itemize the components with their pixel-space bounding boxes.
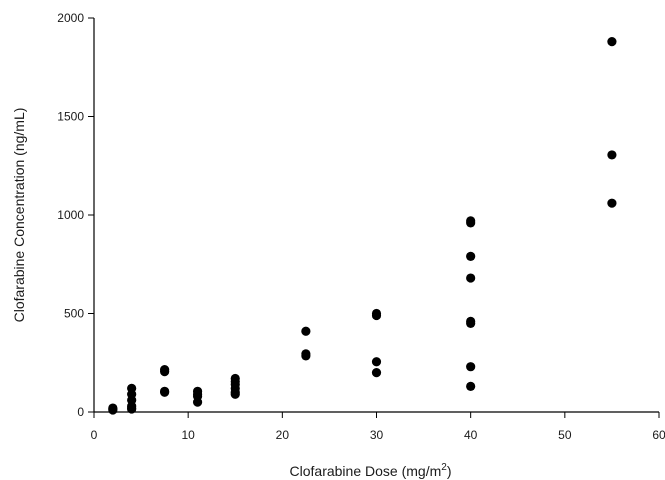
data-point [371,357,382,367]
y-tick-label: 2000 [57,11,84,25]
data-point [301,349,311,359]
x-tick-label: 20 [276,428,290,442]
data-point [466,316,476,326]
x-axis-title: Clofarabine Dose (mg/m2) [290,462,452,479]
data-point [371,368,382,378]
y-axis-ticks: 0 500 1000 1500 2000 [57,11,94,419]
x-axis-title-superscript: 2 [441,462,447,473]
data-point [466,381,476,391]
y-tick-label: 1000 [57,208,84,222]
x-axis-title-main: Clofarabine Dose (mg/m [290,463,442,479]
data-points [108,37,617,415]
y-axis-title: Clofarabine Concentration (ng/mL) [11,108,27,323]
data-point [607,37,617,47]
x-tick-label: 60 [652,428,665,442]
data-point [108,403,118,413]
data-point [301,326,311,336]
x-tick-label: 10 [181,428,195,442]
data-point [160,386,170,396]
x-tick-label: 40 [464,428,478,442]
data-point [607,150,617,160]
data-point [127,383,137,393]
y-tick-label: 0 [77,405,84,419]
x-tick-label: 50 [558,428,572,442]
x-tick-label: 30 [370,428,384,442]
data-point [192,389,203,399]
y-tick-label: 1500 [57,110,84,124]
data-point [371,308,382,319]
data-point [466,251,476,261]
data-point [160,365,170,375]
data-point [230,373,240,384]
data-point [466,216,476,226]
data-point [230,389,240,399]
x-axis-ticks: 0 10 20 30 40 50 60 [91,412,665,442]
y-tick-label: 500 [64,307,84,321]
x-axis-title-end: ) [447,463,452,479]
data-point [466,362,476,372]
data-point [466,273,476,283]
x-tick-label: 0 [91,428,98,442]
data-point [607,198,617,208]
data-point [127,403,137,413]
